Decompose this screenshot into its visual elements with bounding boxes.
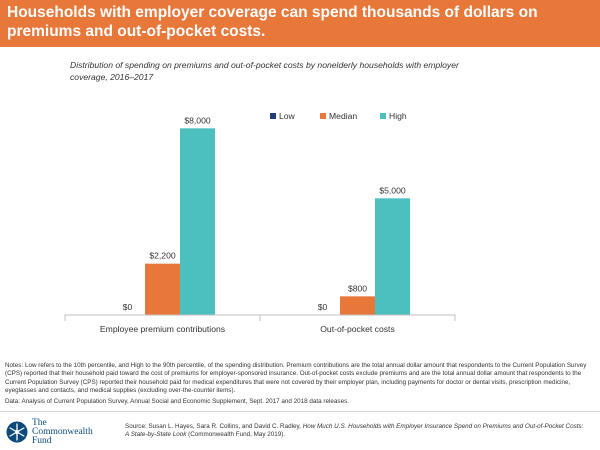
bar-chart: Low Median High $0 $2,200 $8,000 $0 $800 $5,000… xyxy=(64,111,456,334)
bar-label-median-out-of-pocket-costs: $800 xyxy=(348,283,367,293)
legend-label-median: Median xyxy=(329,111,357,121)
page-title: Households with employer coverage can sp… xyxy=(7,4,538,40)
chart-legend: Low Median High xyxy=(270,111,407,121)
commonwealth-fund-logo: The Commonwealth Fund xyxy=(6,418,116,447)
logo-line-2: Commonwealth xyxy=(32,427,93,437)
bar-label-high-out-of-pocket-costs: $5,000 xyxy=(379,185,406,195)
chart-bar-labels: $0 $2,200 $8,000 $0 $800 $5,000 xyxy=(123,115,406,312)
source-prefix: Source: Susan L. Hayes, Sara R. Collins,… xyxy=(125,423,303,430)
snowflake-icon xyxy=(6,421,28,443)
bar-label-low-employee-premium-contributions: $0 xyxy=(123,302,133,312)
chart-bars xyxy=(145,128,410,315)
logo-line-3: Fund xyxy=(32,436,52,446)
source-title: How Much U.S. Households with Employer I… xyxy=(125,423,584,439)
x-tick-label-employee-premium-contributions: Employee premium contributions xyxy=(100,324,225,334)
x-axis-ticks: Employee premium contributions Out-of-poc… xyxy=(64,315,456,334)
bar-label-high-employee-premium-contributions: $8,000 xyxy=(184,115,211,125)
legend-label-high: High xyxy=(389,111,407,121)
logo-wordmark: The Commonwealth Fund xyxy=(32,418,93,446)
logo-line-1: The xyxy=(32,418,47,428)
header-banner: Households with employer coverage can sp… xyxy=(0,0,600,47)
source-citation: Source: Susan L. Hayes, Sara R. Collins,… xyxy=(125,423,585,440)
bar-label-median-employee-premium-contributions: $2,200 xyxy=(149,251,176,261)
bar-median-out-of-pocket-costs xyxy=(340,296,375,315)
data-source: Data: Analysis of Current Population Sur… xyxy=(5,398,349,405)
bar-median-employee-premium-contributions xyxy=(145,263,180,315)
source-suffix: (Commonwealth Fund, May 2019). xyxy=(186,431,286,439)
footer-divider xyxy=(0,411,600,412)
chart-subtitle: Distribution of spending on premiums and… xyxy=(70,60,459,82)
legend-swatch-median xyxy=(320,113,326,119)
bar-label-low-out-of-pocket-costs: $0 xyxy=(318,302,328,312)
legend-swatch-high xyxy=(380,113,386,119)
bar-high-employee-premium-contributions xyxy=(180,128,215,315)
x-tick-label-out-of-pocket-costs: Out-of-pocket costs xyxy=(320,324,395,334)
legend-label-low: Low xyxy=(279,111,296,121)
bar-high-out-of-pocket-costs xyxy=(375,198,410,315)
chart-notes: Notes: Low refers to the 10th percentile… xyxy=(5,362,587,395)
legend-swatch-low xyxy=(270,113,276,119)
